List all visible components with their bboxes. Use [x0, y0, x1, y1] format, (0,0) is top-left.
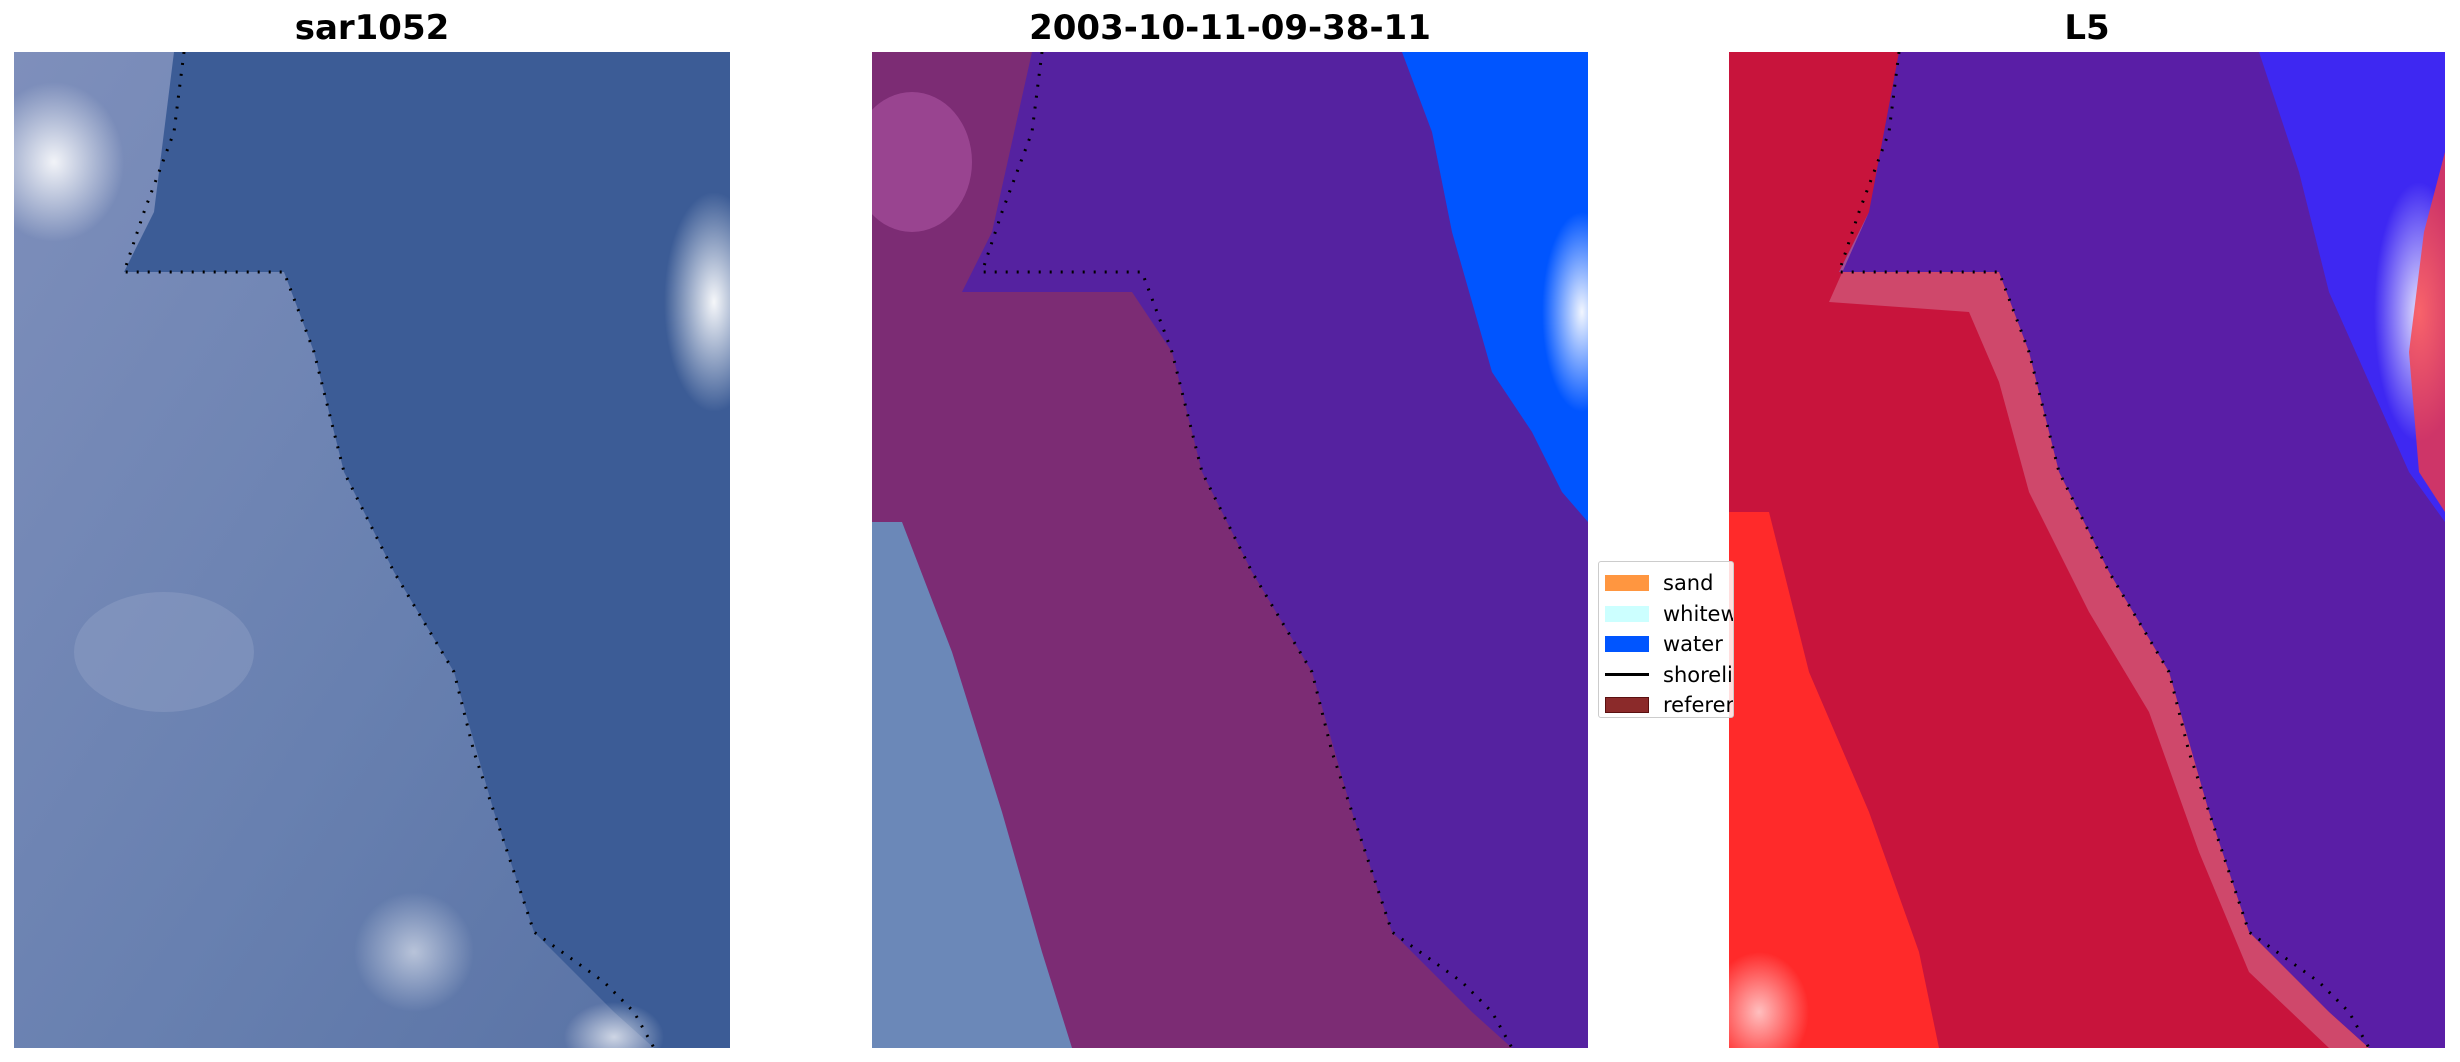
legend-label-reference: reference	[1663, 693, 1733, 718]
panel-title-index: L5	[2064, 8, 2110, 48]
rgb-image-panel	[14, 52, 730, 1048]
legend-item-sand: sand	[1605, 568, 1733, 599]
rgb-image	[14, 52, 730, 1048]
legend-item-water: water	[1605, 629, 1733, 660]
shoreline-dotted-line	[1836, 52, 2371, 1048]
shoreline-dotted-line	[121, 52, 656, 1048]
legend-item-shoreline: shoreline	[1605, 660, 1733, 691]
legend-swatch-reference	[1605, 697, 1649, 714]
index-image-panel	[1729, 52, 2445, 1048]
legend-swatch-water	[1605, 636, 1649, 653]
legend-swatch-sand	[1605, 575, 1649, 592]
panel-title-rgb: sar1052	[294, 8, 450, 48]
panel-title-classified: 2003-10-11-09-38-11	[1029, 8, 1431, 48]
legend-label-sand: sand	[1663, 571, 1714, 596]
index-image	[1729, 52, 2445, 1048]
classified-image	[872, 52, 1588, 1048]
legend-label-shoreline: shoreline	[1663, 662, 1733, 687]
classified-image-panel	[872, 52, 1588, 1048]
legend-swatch-shoreline	[1605, 673, 1649, 677]
legend-label-water: water	[1663, 632, 1723, 657]
legend-swatch-whitewater	[1605, 605, 1649, 622]
legend-item-reference: reference	[1605, 690, 1733, 718]
shoreline-dotted-line	[979, 52, 1514, 1048]
